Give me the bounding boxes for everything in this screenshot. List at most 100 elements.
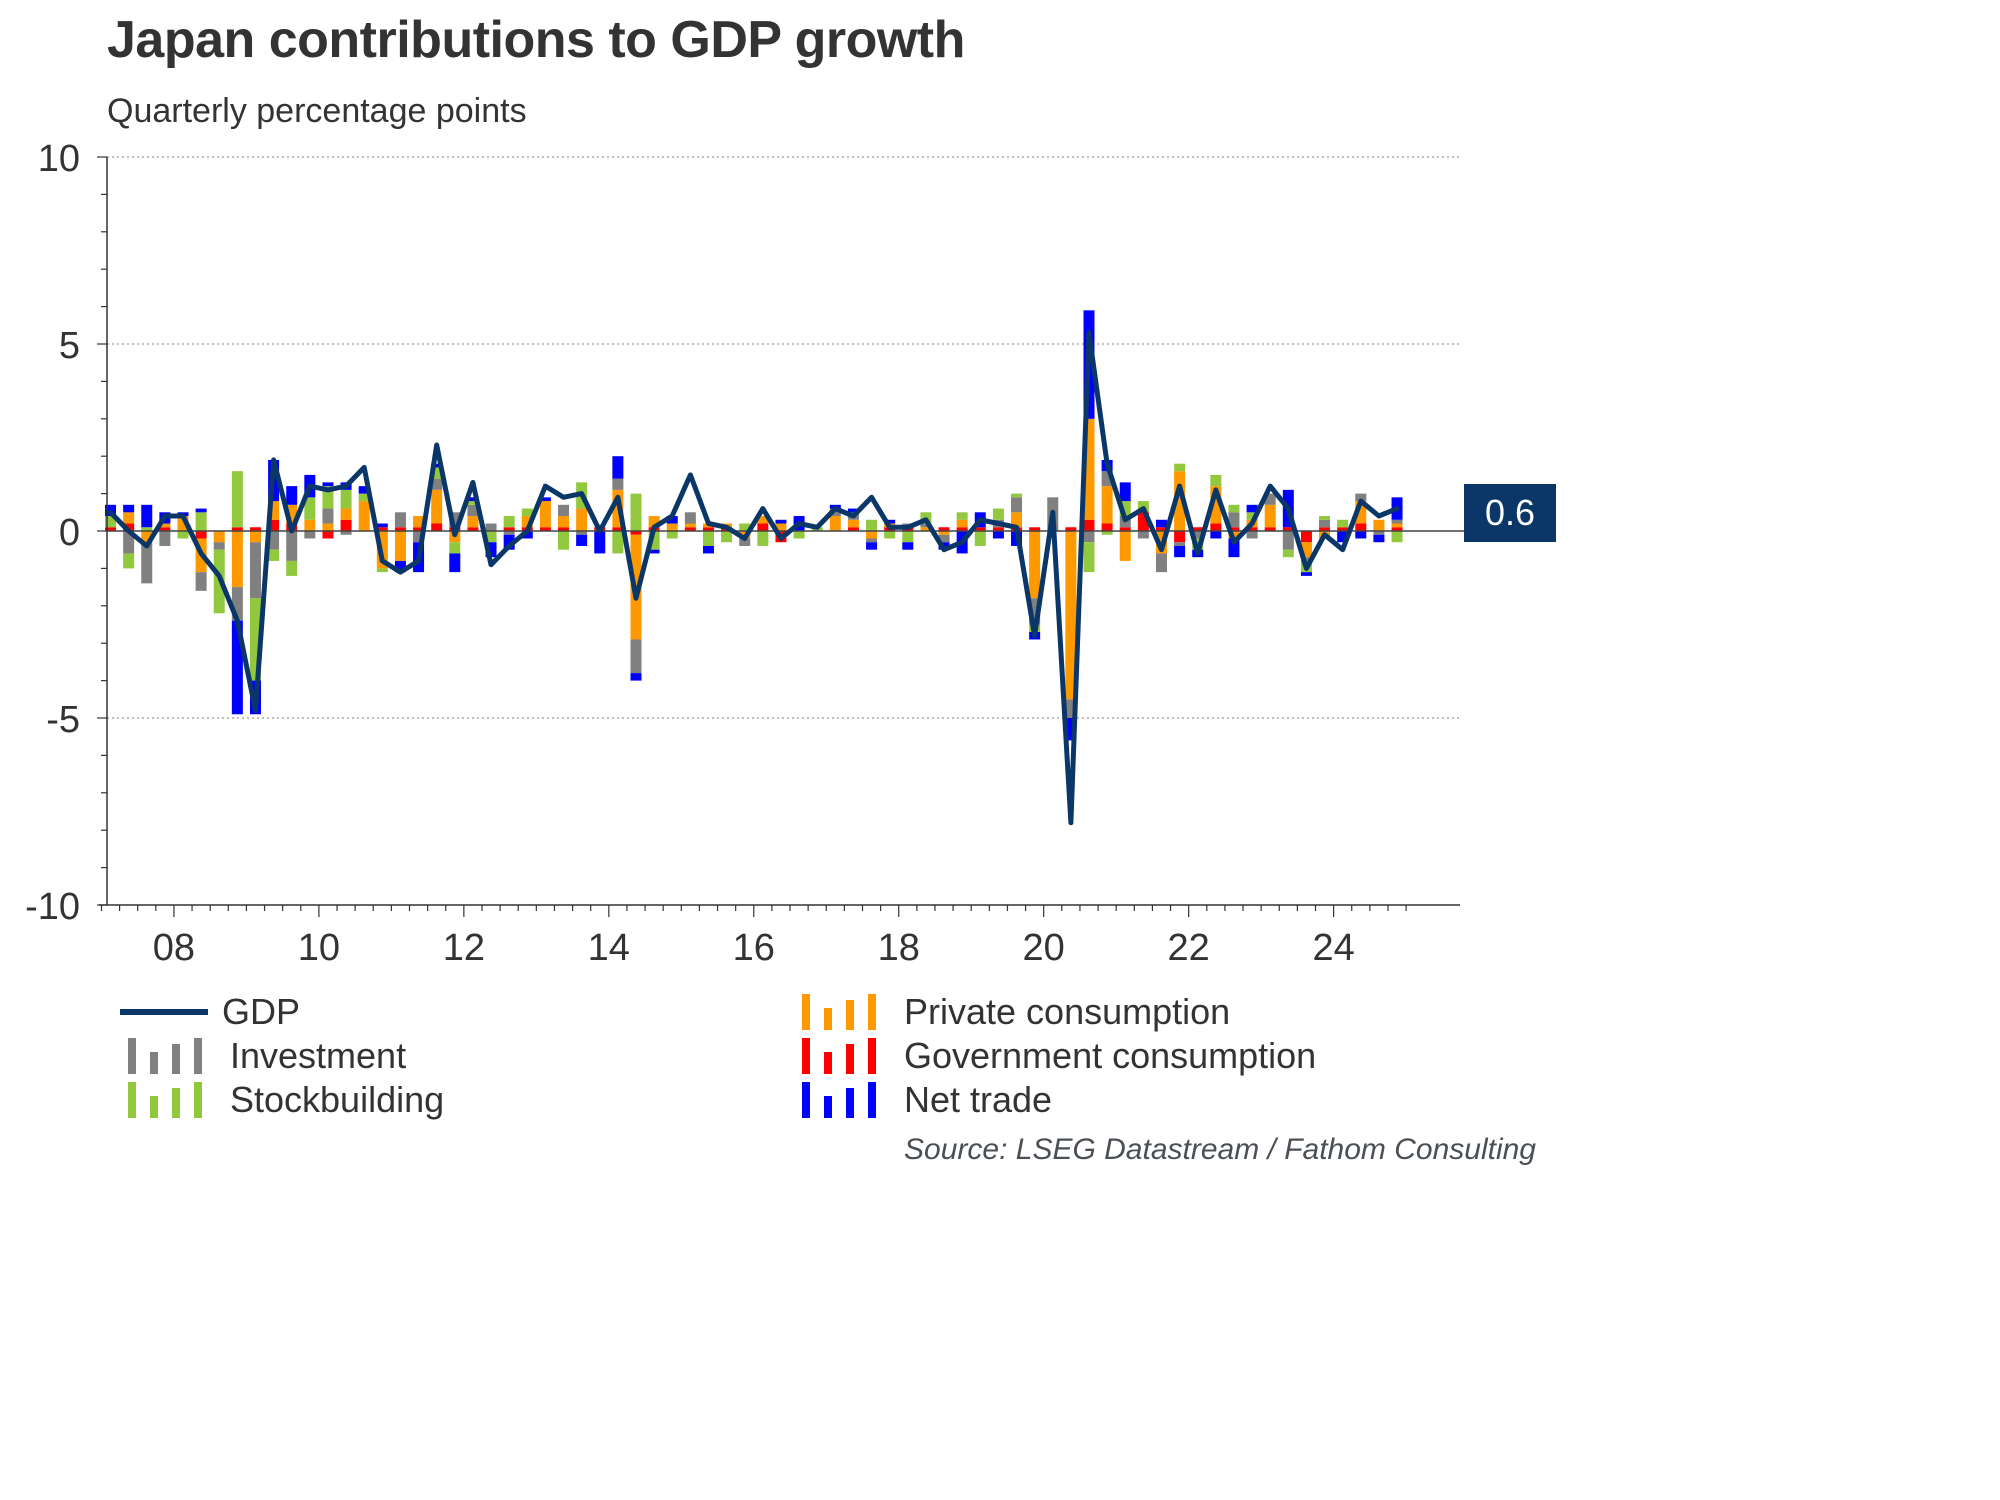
bar-stockbuilding (304, 497, 316, 520)
bar-private-consumption (1011, 512, 1023, 528)
legend-item-investment: Investment (128, 1034, 406, 1078)
bar-net-trade (195, 508, 207, 513)
bar-private-consumption (1029, 531, 1041, 599)
bar-stockbuilding (1246, 512, 1258, 520)
bar-government-consumption (1391, 527, 1403, 531)
bar-net-trade (521, 531, 533, 539)
legend-label: Investment (230, 1035, 407, 1076)
x-tick-label: 20 (1023, 927, 1065, 969)
bar-private-consumption (159, 523, 171, 528)
bar-investment (413, 531, 425, 543)
bar-stockbuilding (358, 493, 370, 502)
bar-net-trade (1155, 519, 1167, 528)
bar-private-consumption (123, 512, 135, 524)
bar-government-consumption (558, 527, 570, 531)
bar-private-consumption (340, 508, 352, 520)
bar-private-consumption (141, 531, 153, 543)
bar-net-trade (358, 486, 370, 494)
bar-stockbuilding (648, 531, 660, 550)
bar-net-trade (648, 549, 660, 554)
bar-net-trade (322, 482, 334, 487)
bar-government-consumption (376, 527, 388, 531)
bar-private-consumption (1083, 418, 1095, 520)
bar-investment (1282, 531, 1294, 550)
swatch-bar (128, 1082, 136, 1118)
bar-stockbuilding (992, 508, 1004, 520)
bar-investment (576, 531, 588, 535)
bar-stockbuilding (1391, 531, 1403, 543)
bar-private-consumption (1174, 471, 1186, 531)
bar-government-consumption (992, 527, 1004, 531)
swatch-bar (824, 1008, 832, 1030)
bar-investment (684, 512, 696, 524)
bar-investment (503, 531, 515, 535)
bar-investment (1355, 493, 1367, 502)
bar-stockbuilding (1011, 493, 1023, 498)
legend-item-gdp: GDP (120, 990, 300, 1034)
legend: GDP Investment Stockbuilding Private con… (0, 990, 1562, 1130)
bar-investment (141, 542, 153, 584)
bar-swatch-icon (128, 1038, 208, 1074)
swatch-bar (868, 994, 876, 1030)
bar-private-consumption (286, 504, 298, 524)
bar-investment (431, 478, 443, 490)
bar-net-trade (866, 542, 878, 550)
gdp-line (108, 330, 1400, 826)
bar-private-consumption (358, 501, 370, 531)
bar-private-consumption (1391, 523, 1403, 528)
bar-private-consumption (956, 519, 968, 528)
swatch-bar (824, 1096, 832, 1118)
bar-swatch-icon (802, 994, 882, 1030)
y-tick-label: -10 (25, 886, 80, 928)
bar-net-trade (847, 508, 859, 513)
legend-label: Stockbuilding (230, 1079, 445, 1120)
bar-government-consumption (1210, 523, 1222, 531)
bar-stockbuilding (503, 516, 515, 528)
bar-government-consumption (956, 527, 968, 531)
bar-stockbuilding (231, 471, 243, 528)
bar-stockbuilding (793, 531, 805, 539)
bar-stockbuilding (739, 523, 751, 531)
bar-government-consumption (1083, 519, 1095, 531)
bar-stockbuilding (1101, 531, 1113, 535)
bar-government-consumption (1228, 527, 1240, 531)
bar-stockbuilding (431, 467, 443, 479)
bar-net-trade (1210, 531, 1222, 539)
bar-investment (322, 508, 334, 524)
bar-investment (1065, 699, 1077, 718)
x-tick-labels: 08 10 12 14 16 18 20 22 24 (153, 927, 1355, 969)
bar-government-consumption (1282, 527, 1294, 531)
bar-private-consumption (539, 501, 551, 528)
bar-investment (1228, 512, 1240, 528)
y-tick-label: 0 (59, 512, 80, 554)
legend-label: Net trade (904, 1079, 1053, 1120)
bar-net-trade (431, 463, 443, 468)
bar-government-consumption (1155, 527, 1167, 531)
bar-stockbuilding (1282, 549, 1294, 558)
bar-stockbuilding (123, 553, 135, 569)
bar-government-consumption (1119, 527, 1131, 531)
bar-stockbuilding (177, 531, 189, 539)
bar-investment (304, 531, 316, 539)
bar-private-consumption (1065, 531, 1077, 700)
bar-net-trade (1174, 545, 1186, 558)
bar-net-trade (286, 486, 298, 505)
line-swatch-icon (120, 994, 208, 1030)
bar-government-consumption (431, 523, 443, 531)
swatch-bar (194, 1038, 202, 1074)
swatch-bar (846, 1000, 854, 1030)
bar-investment (195, 572, 207, 591)
bar-net-trade (123, 504, 135, 513)
bar-government-consumption (847, 527, 859, 531)
bar-investment (1246, 531, 1258, 539)
bar-investment (1155, 553, 1167, 573)
bar-net-trade (576, 534, 588, 546)
bar-net-trade (394, 560, 406, 573)
bar-government-consumption (322, 531, 334, 539)
bar-stockbuilding (322, 486, 334, 509)
bar-government-consumption (757, 523, 769, 531)
bar-stockbuilding (866, 519, 878, 531)
x-tick-label: 14 (588, 927, 630, 969)
bar-net-trade (884, 519, 896, 524)
legend-item-net-trade: Net trade (802, 1078, 1052, 1122)
